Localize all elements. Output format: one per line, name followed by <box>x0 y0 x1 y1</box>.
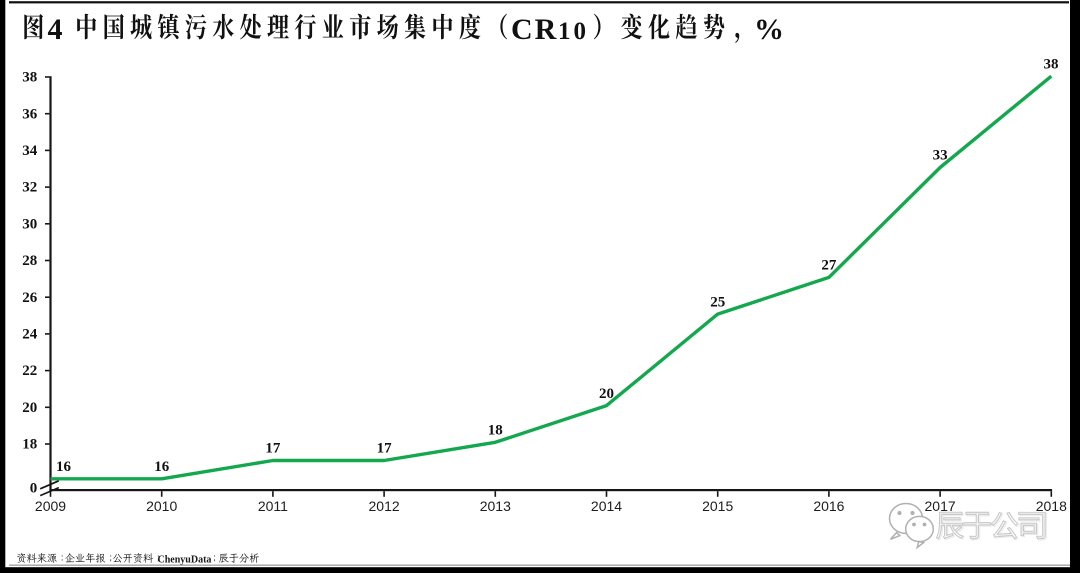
svg-text:2015: 2015 <box>702 498 733 514</box>
svg-text:38: 38 <box>1044 56 1059 72</box>
svg-text:20: 20 <box>599 386 614 402</box>
svg-text:16: 16 <box>56 459 72 475</box>
svg-text:38: 38 <box>22 70 37 86</box>
svg-text:20: 20 <box>22 400 37 416</box>
svg-text:28: 28 <box>22 253 37 269</box>
svg-text:CR: CR <box>511 13 558 46</box>
svg-text:2017: 2017 <box>925 498 956 514</box>
svg-text:22: 22 <box>22 363 37 379</box>
svg-text:17: 17 <box>377 441 393 457</box>
svg-text:24: 24 <box>22 327 38 343</box>
svg-text:2014: 2014 <box>591 498 622 514</box>
svg-text:26: 26 <box>22 290 38 306</box>
svg-text:4: 4 <box>48 13 63 46</box>
svg-text:2018: 2018 <box>1036 498 1067 514</box>
svg-text:27: 27 <box>821 258 837 274</box>
svg-text:33: 33 <box>933 148 948 164</box>
svg-text:32: 32 <box>22 180 37 196</box>
svg-text:18: 18 <box>488 423 503 439</box>
svg-text:%: % <box>754 13 784 46</box>
svg-text:2012: 2012 <box>369 498 400 514</box>
svg-text:16: 16 <box>154 459 170 475</box>
svg-text:2013: 2013 <box>480 498 511 514</box>
svg-text:30: 30 <box>22 216 37 232</box>
svg-text:2009: 2009 <box>35 498 66 514</box>
svg-text:2016: 2016 <box>813 498 844 514</box>
svg-text:0: 0 <box>30 480 38 496</box>
svg-text:2011: 2011 <box>258 498 288 514</box>
svg-text:ChenyuData: ChenyuData <box>158 554 212 565</box>
svg-text:17: 17 <box>265 441 281 457</box>
svg-text:2010: 2010 <box>146 498 177 514</box>
svg-text:10: 10 <box>558 18 589 45</box>
svg-text:25: 25 <box>710 294 725 310</box>
svg-text:36: 36 <box>22 106 38 122</box>
svg-text:34: 34 <box>22 143 38 159</box>
svg-text:18: 18 <box>22 437 37 453</box>
